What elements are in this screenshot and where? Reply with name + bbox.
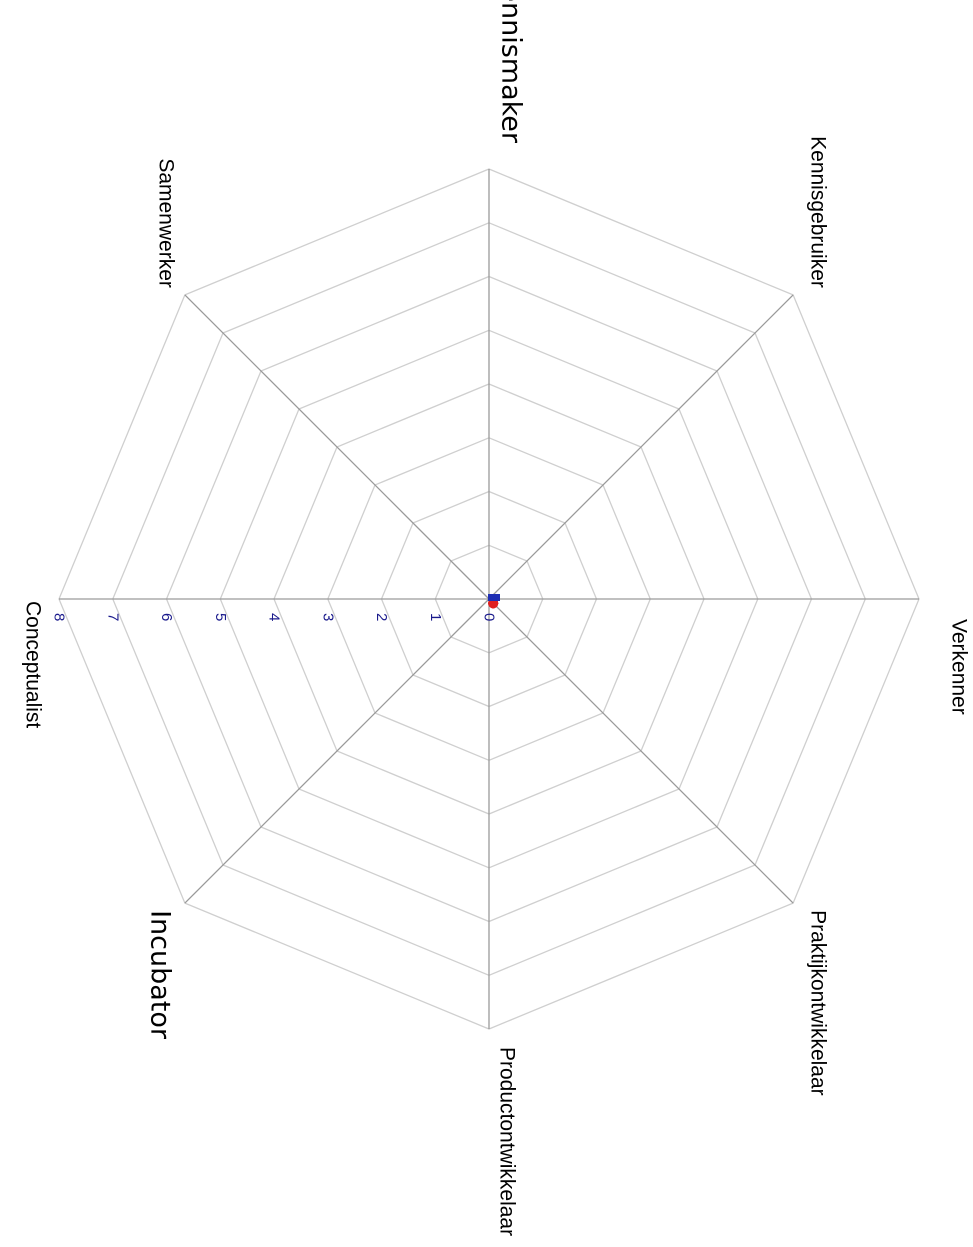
axis-label-productontwikkelaar: Productontwikkelaar: [496, 1047, 519, 1236]
tick-labels: 0 1 2 3 4 5 6 7 8: [51, 613, 498, 621]
tick-label: 4: [266, 613, 283, 621]
tick-label: 2: [373, 613, 390, 621]
axis-label-conceptualist: Conceptualist: [22, 601, 45, 728]
tick-label: 7: [104, 613, 121, 621]
axis-spoke: [488, 598, 794, 904]
axis-label-verkenner: Verkenner: [948, 619, 971, 715]
axis-label-praktijkontwikkelaar: Praktijkontwikkelaar: [807, 910, 830, 1096]
axis-spoke: [184, 598, 490, 904]
tick-label: 0: [481, 613, 498, 621]
axis-label-incubator: Incubator: [144, 910, 175, 1040]
tick-label: 5: [212, 613, 229, 621]
tick-label: 8: [51, 613, 68, 621]
tick-label: 1: [427, 613, 444, 621]
axis-label-kennisgebruiker: Kennisgebruiker: [807, 136, 830, 288]
spoke-layer: [59, 169, 919, 1029]
series-layer: [488, 594, 500, 609]
axis-label-kennismaker: Kennismaker: [496, 0, 527, 144]
axis-spoke: [184, 294, 490, 600]
axis-labels: Kennismaker Kennisgebruiker Verkenner Pr…: [22, 0, 971, 1236]
tick-label: 6: [158, 613, 175, 621]
axis-spoke: [488, 294, 794, 600]
tick-label: 3: [319, 613, 336, 621]
axis-label-samenwerker: Samenwerker: [154, 158, 177, 288]
series-point: [488, 594, 500, 601]
